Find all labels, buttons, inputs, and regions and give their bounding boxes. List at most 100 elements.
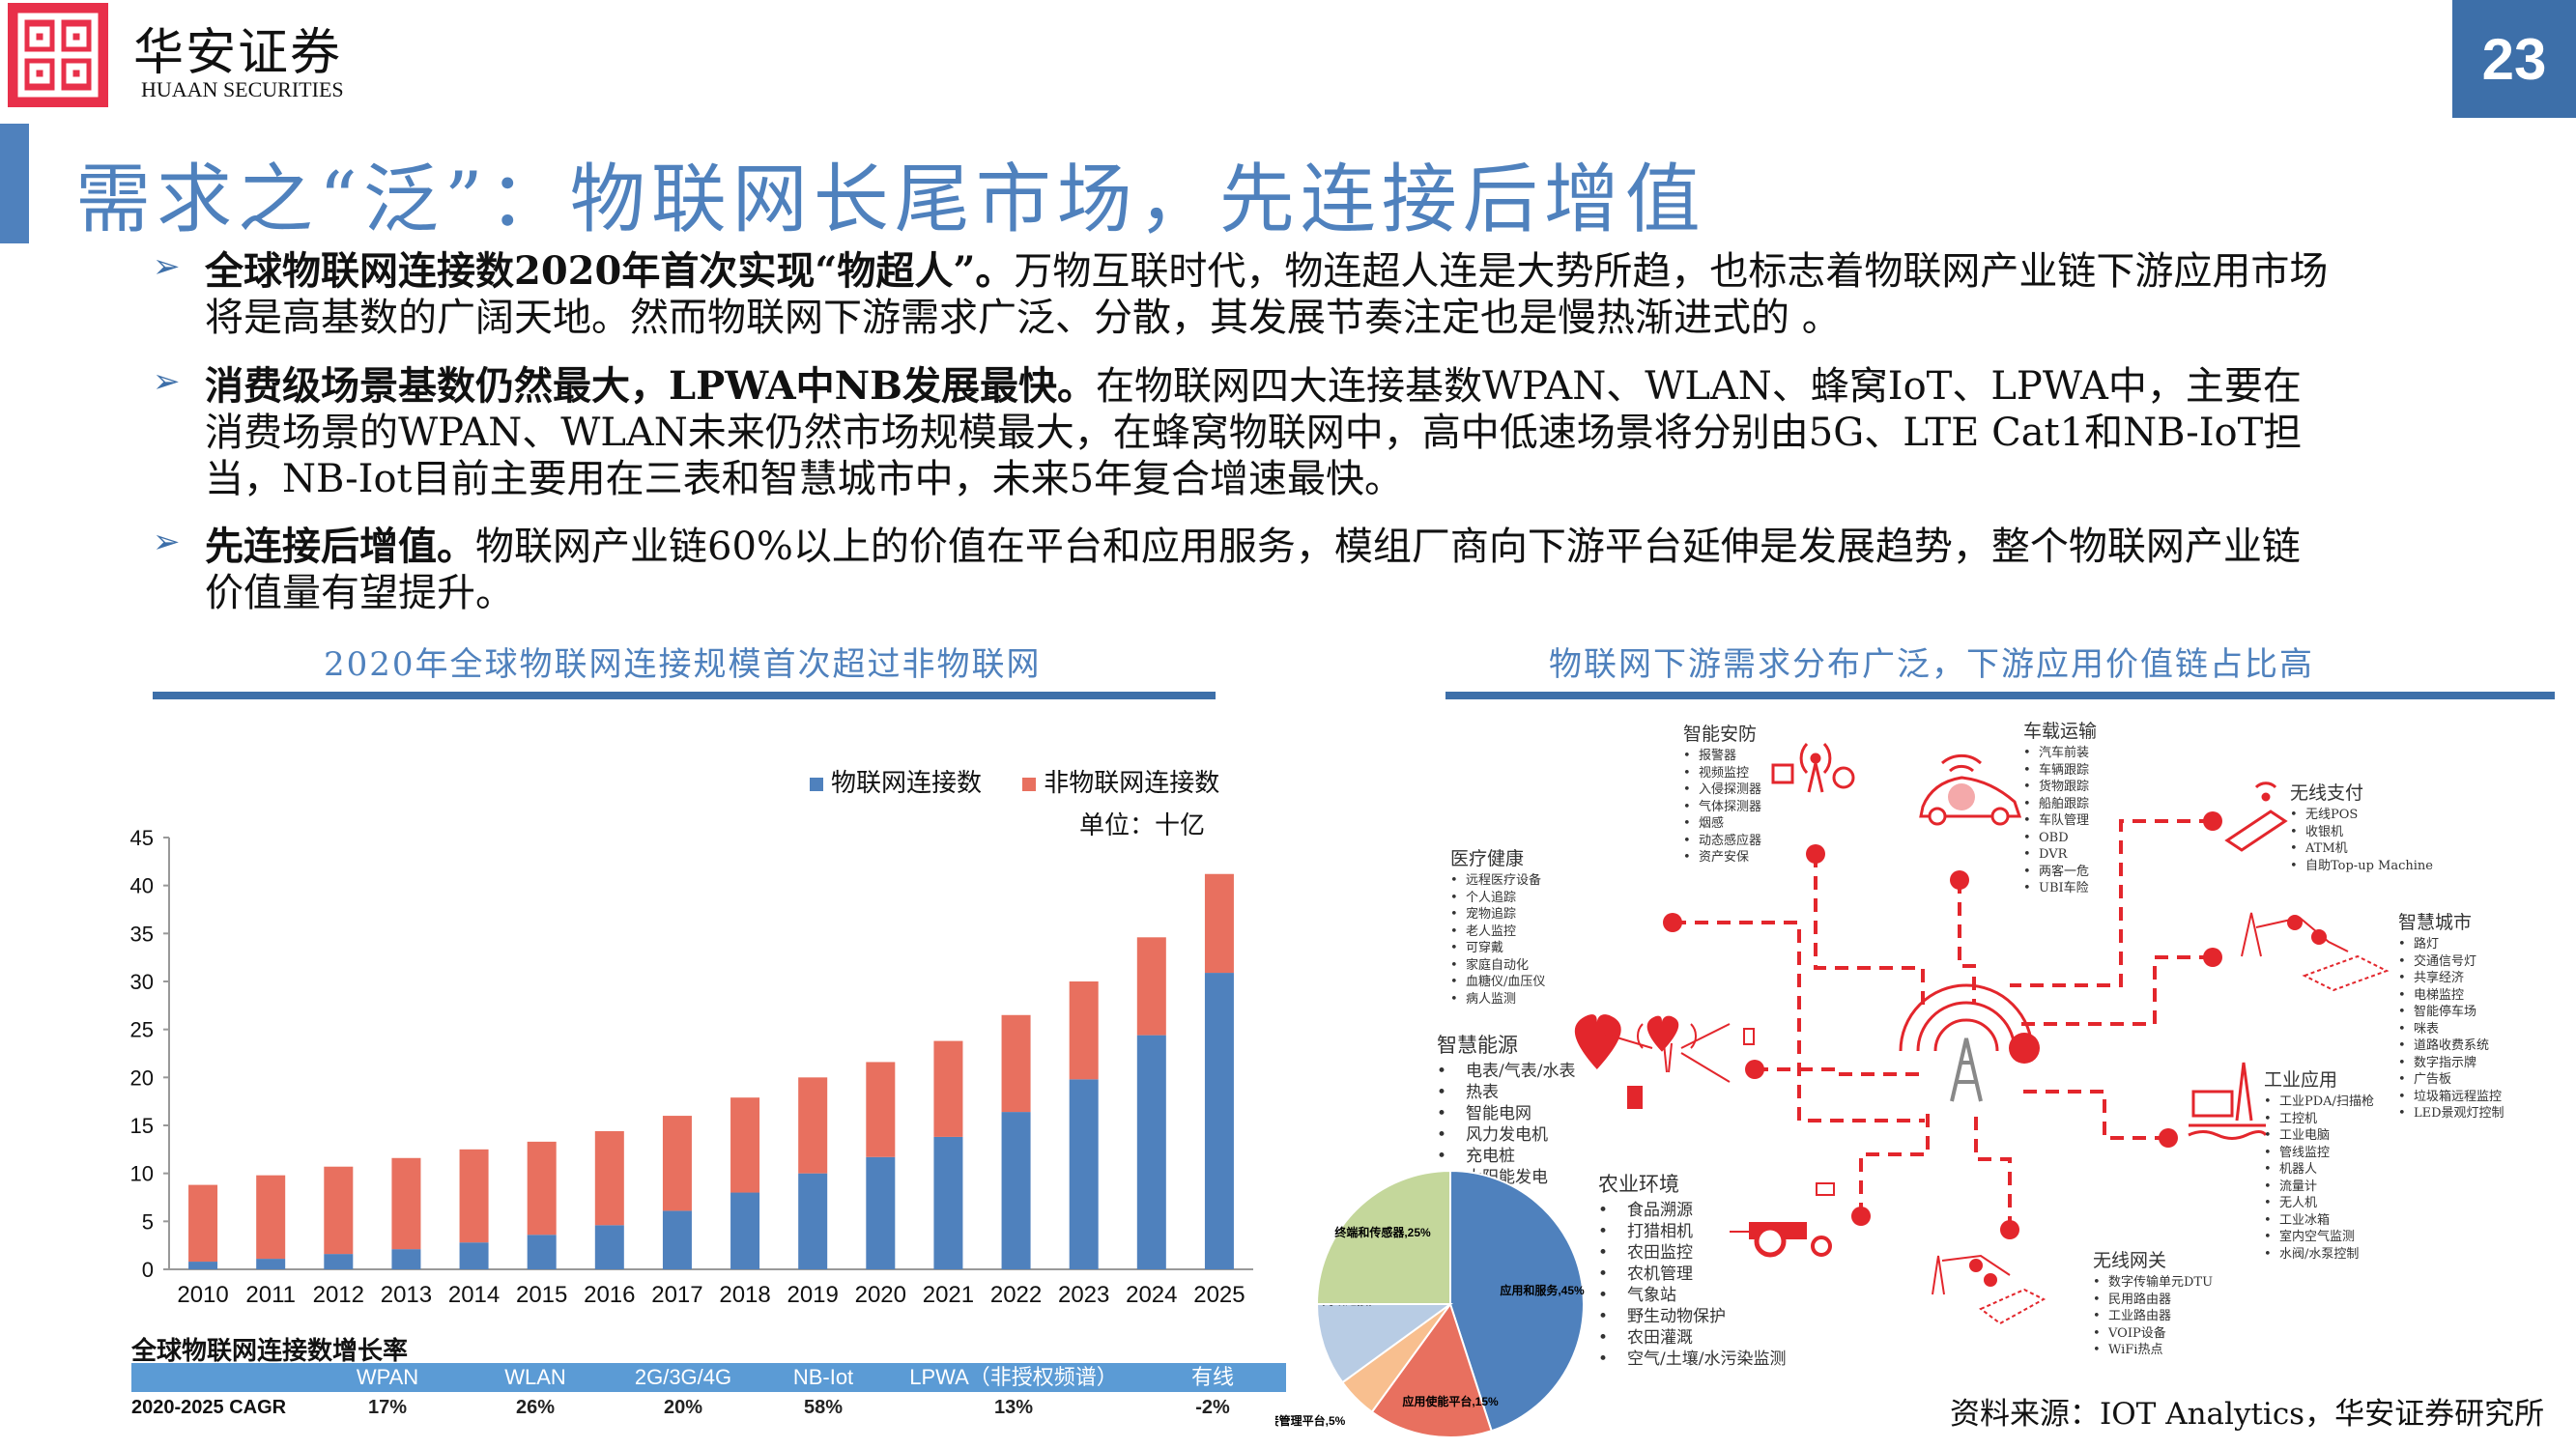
category-item: 两客一危 <box>2023 864 2097 881</box>
category-item: 工控机 <box>2264 1111 2374 1128</box>
y-tick-label: 15 <box>130 1114 154 1138</box>
category-item: 自助Top-up Machine <box>2290 858 2433 875</box>
category-item: 货物跟踪 <box>2023 779 2097 796</box>
bar-segment <box>1204 973 1234 1269</box>
bar-segment <box>527 1235 557 1269</box>
y-tick-label: 0 <box>142 1258 154 1282</box>
x-tick-label: 2015 <box>516 1282 567 1308</box>
central-tower-icon <box>1899 983 2040 1102</box>
connector-line <box>1814 854 1925 1005</box>
category-7: 工业应用工业PDA/扫描枪工控机工业电脑管线监控机器人流量计无人机工业冰箱室内空… <box>2264 1065 2374 1263</box>
node-dot <box>2000 1220 2019 1239</box>
x-tick-label: 2010 <box>177 1282 228 1308</box>
category-item: VOIP设备 <box>2093 1325 2213 1343</box>
pie-slice <box>1315 1303 1454 1384</box>
x-tick-label: 2013 <box>381 1282 432 1308</box>
legend-item-iot: 物联网连接数 <box>810 769 982 798</box>
connector-line <box>2010 819 2213 987</box>
category-item: 水阀/水泵控制 <box>2264 1246 2374 1264</box>
node-dot <box>1745 1060 1764 1079</box>
pie-slice-label: 应用和服务,45% <box>1500 1283 1585 1297</box>
category-item: 热表 <box>1437 1082 1575 1103</box>
bar-segment <box>866 1156 896 1269</box>
bar-segment <box>594 1130 624 1226</box>
category-item: 无线POS <box>2290 807 2433 824</box>
pie-slice-label: 应用使能平台,15% <box>1402 1394 1499 1408</box>
y-tick-label: 35 <box>130 922 154 946</box>
bar-segment <box>662 1210 692 1269</box>
car-icon <box>1919 753 2022 826</box>
x-tick-label: 2014 <box>448 1282 500 1308</box>
security-tower-icon <box>1771 742 1855 793</box>
category-item: 气象站 <box>1598 1285 1786 1306</box>
category-3: 无线支付无线POS收银机ATM机自助Top-up Machine <box>2290 779 2433 874</box>
bullet-text: 万物互联时代，物连超人连是大势所趋，也标志着物联网产业链下游应用市场将是高基数的… <box>205 249 2329 340</box>
category-item: 共享经济 <box>2398 970 2504 987</box>
category-item: 交通信号灯 <box>2398 953 2504 971</box>
bar-segment <box>256 1259 286 1269</box>
category-item: 报警器 <box>1683 748 1761 765</box>
category-item: 收银机 <box>2290 824 2433 841</box>
category-item-list: 汽车前装车辆跟踪货物跟踪船舶跟踪车队管理OBDDVR两客一危UBI车险 <box>2023 745 2097 897</box>
bar-segment <box>391 1157 421 1250</box>
category-item: 宠物追踪 <box>1450 906 1545 923</box>
category-item: LED景观灯控制 <box>2398 1105 2504 1122</box>
category-item: 风力发电机 <box>1437 1124 1575 1146</box>
node-dot <box>2203 811 2222 831</box>
bullet-text: 在物联网四大连接基数WPAN、WLAN、蜂窝IoT、LPWA中，主要在消费场景的… <box>205 364 2303 501</box>
y-tick-label: 20 <box>130 1065 154 1090</box>
cagr-column-header: WLAN <box>504 1365 566 1389</box>
y-tick-label: 40 <box>130 874 154 898</box>
source-note: 资料来源：IOT Analytics，华安证券研究所 <box>1950 1397 2545 1432</box>
chart-unit-label: 单位：十亿 <box>1079 811 1206 840</box>
bar-segment <box>933 1040 963 1137</box>
category-2: 车载运输汽车前装车辆跟踪货物跟踪船舶跟踪车队管理OBDDVR两客一危UBI车险 <box>2023 717 2097 897</box>
connector-line <box>1755 1067 1923 1076</box>
cagr-value: 58% <box>803 1397 844 1418</box>
category-item: 农机管理 <box>1598 1264 1786 1285</box>
gateway-network-icon <box>1932 1254 2046 1325</box>
category-item: 路灯 <box>2398 936 2504 953</box>
right-section-title: 物联网下游需求分布广泛，下游应用价值链占比高 <box>1549 645 2314 684</box>
bar-segment <box>459 1242 489 1269</box>
value-chain-pie-chart: 应用和服务,45%应用使能平台,15%连接管理平台,5%网络连接,10%终端和传… <box>1275 1169 1585 1438</box>
category-item: 资产安保 <box>1683 849 1761 867</box>
y-tick-label: 45 <box>130 826 154 850</box>
oil-rig-icon <box>2188 1062 2268 1140</box>
left-section-underline <box>153 692 1216 699</box>
category-item-list: 数字传输单元DTU民用路由器工业路由器VOIP设备WiFi热点 <box>2093 1274 2213 1359</box>
bar-segment <box>1136 937 1166 1036</box>
category-item: 充电桩 <box>1437 1146 1575 1167</box>
category-1: 智能安防报警器视频监控入侵探测器气体探测器烟感动态感应器资产安保 <box>1683 720 1761 867</box>
cagr-table-title: 全球物联网连接数增长率 <box>131 1337 409 1366</box>
bullet-bold: 消费级场景基数仍然最大，LPWA中NB发展最快。 <box>205 363 1096 409</box>
bar-segment <box>527 1141 557 1236</box>
legend-label: 物联网连接数 <box>831 769 983 798</box>
category-item: 民用路由器 <box>2093 1292 2213 1309</box>
category-item: 车队管理 <box>2023 812 2097 830</box>
bar-segment <box>730 1192 760 1269</box>
bar-segment <box>1001 1112 1031 1269</box>
logo-emblem-icon <box>17 13 99 98</box>
bar-segment <box>391 1249 421 1269</box>
bar-segment <box>798 1077 828 1174</box>
legend-swatch-red <box>1022 778 1037 791</box>
bar-segment <box>798 1173 828 1269</box>
connector-line <box>2019 1090 2168 1140</box>
node-dot <box>1950 870 1969 890</box>
category-title: 车载运输 <box>2023 721 2098 742</box>
bullet-paragraph-1: 全球物联网连接数2020年首次实现“物超人”。万物互联时代，物连超人连是大势所趋… <box>205 248 2331 341</box>
category-item: UBI车险 <box>2023 880 2097 897</box>
bar-segment <box>188 1184 218 1263</box>
red-dots <box>1663 811 2222 1239</box>
cagr-column-header: NB-Iot <box>792 1365 854 1389</box>
logo-chinese-name: 华安证券 <box>133 24 343 82</box>
category-item: 汽车前装 <box>2023 745 2097 762</box>
category-item: 动态感应器 <box>1683 833 1761 850</box>
category-item: 农田监控 <box>1598 1242 1786 1264</box>
y-tick-label: 10 <box>130 1162 154 1186</box>
page-number: 23 <box>2452 0 2576 118</box>
category-item: 家庭自动化 <box>1450 957 1545 975</box>
category-item-list: 报警器视频监控入侵探测器气体探测器烟感动态感应器资产安保 <box>1683 748 1761 867</box>
